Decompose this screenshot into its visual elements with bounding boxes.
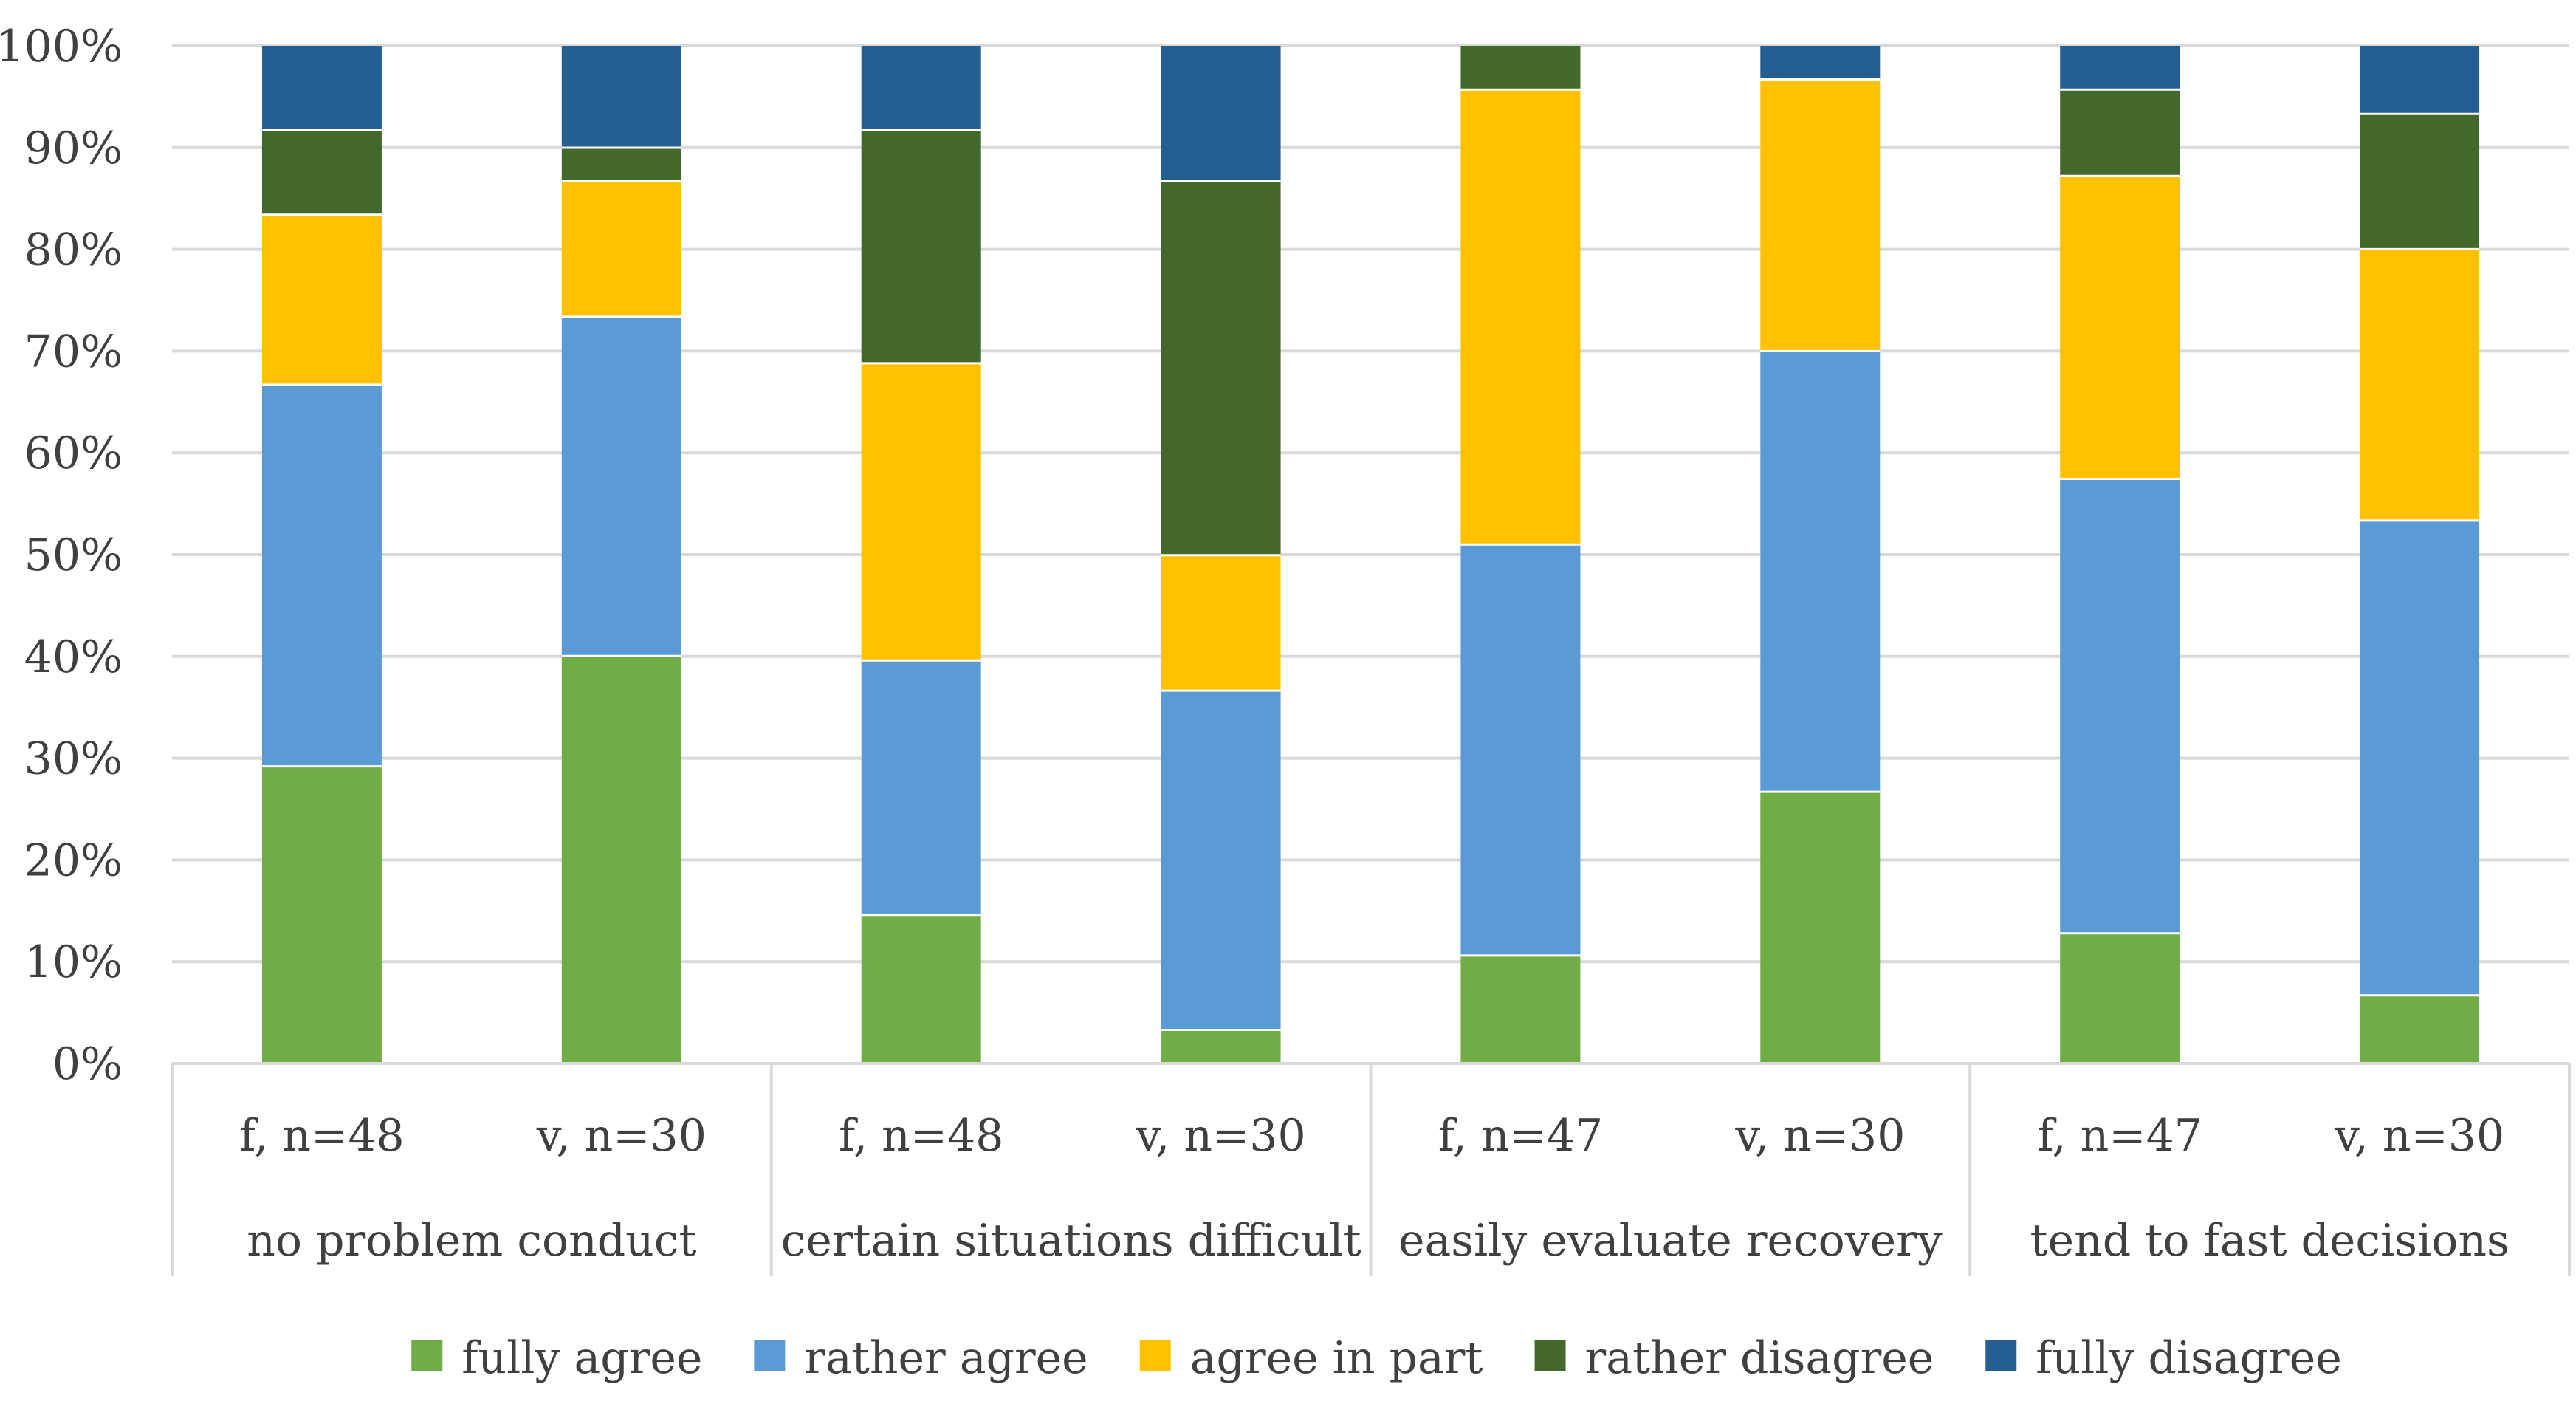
legend-swatch	[1985, 1340, 2017, 1371]
y-tick-label: 90%	[24, 123, 123, 174]
y-tick-label: 50%	[24, 530, 123, 581]
bar-segment	[1161, 46, 1281, 182]
gridlines	[172, 44, 2569, 964]
x-tick-label: f, n=47	[1438, 1110, 1603, 1162]
y-tick-label: 100%	[0, 21, 123, 72]
bar-segment	[1760, 79, 1881, 352]
bar-segment	[261, 214, 382, 385]
bar-segment	[861, 914, 981, 1063]
bar-segment	[2060, 479, 2180, 934]
bar-segment	[2360, 249, 2480, 521]
y-tick-label: 70%	[24, 326, 123, 377]
x-axis: f, n=48 v, n=30 f, n=48 v, n=30 f, n=47 v, n=…	[171, 1062, 2571, 1276]
y-tick-label: 20%	[24, 835, 123, 886]
group-label: easily evaluate recovery	[1398, 1215, 1943, 1267]
group-label: certain situations difficult	[781, 1215, 1361, 1267]
legend-item: rather agree	[754, 1332, 1088, 1384]
bar-segment	[1161, 181, 1281, 555]
bar-segment	[861, 46, 981, 131]
x-tick-label: f, n=48	[839, 1110, 1003, 1162]
bar-segment	[1760, 792, 1881, 1063]
bar-segment	[561, 181, 681, 317]
x-tick-label: v, n=30	[536, 1110, 707, 1162]
bar-segment	[1460, 955, 1581, 1063]
y-tick-label: 10%	[24, 936, 123, 988]
legend-item: agree in part	[1139, 1332, 1483, 1384]
bar-segment	[1460, 46, 1581, 90]
x-tick-label: v, n=30	[2334, 1110, 2504, 1162]
bar-segment	[2360, 46, 2480, 114]
y-axis: 0% 10% 20% 30% 40% 50% 60% 70% 80% 90% 100%	[0, 21, 123, 1090]
bar-segment	[261, 46, 382, 131]
bar-segment	[561, 656, 681, 1063]
legend: fully agree rather agree agree in part rath…	[411, 1332, 2342, 1384]
legend-label: agree in part	[1190, 1332, 1483, 1384]
bar-segment	[261, 130, 382, 215]
bar-segment	[261, 384, 382, 767]
legend-swatch	[411, 1340, 443, 1371]
bar-segment	[1460, 544, 1581, 956]
bar-segment	[861, 660, 981, 915]
bar-segment	[1161, 1030, 1281, 1063]
bar-segment	[1161, 691, 1281, 1030]
bar-segment	[261, 766, 382, 1063]
bar-segment	[861, 130, 981, 363]
legend-label: rather agree	[804, 1332, 1088, 1384]
x-tick-label: f, n=47	[2037, 1110, 2202, 1162]
x-tick-label: v, n=30	[1135, 1110, 1305, 1162]
bar-segment	[2360, 995, 2480, 1063]
bar-segment	[2060, 89, 2180, 177]
legend-label: fully disagree	[2036, 1332, 2341, 1384]
bar-segment	[1760, 351, 1881, 792]
y-tick-label: 30%	[24, 733, 123, 785]
legend-item: fully disagree	[1985, 1332, 2342, 1384]
bar-segment	[2360, 520, 2480, 996]
bar-segment	[861, 363, 981, 661]
bar-segment	[561, 46, 681, 148]
bar-segment	[1460, 89, 1581, 545]
bar-segment	[2060, 176, 2180, 479]
legend-label: fully agree	[461, 1332, 702, 1384]
bar-segment	[561, 147, 681, 182]
bar-segment	[1760, 46, 1881, 80]
legend-swatch	[1534, 1340, 1566, 1371]
legend-item: rather disagree	[1534, 1332, 1934, 1384]
bars	[261, 46, 2480, 1063]
legend-item: fully agree	[411, 1332, 702, 1384]
legend-label: rather disagree	[1585, 1332, 1934, 1384]
x-tick-label: v, n=30	[1734, 1110, 1905, 1162]
x-tick-label: f, n=48	[239, 1110, 404, 1162]
group-label: tend to fast decisions	[2030, 1215, 2510, 1267]
y-tick-label: 80%	[24, 225, 123, 276]
bar-segment	[2060, 46, 2180, 90]
y-tick-label: 0%	[52, 1038, 123, 1090]
y-tick-label: 60%	[24, 428, 123, 479]
bar-segment	[561, 316, 681, 657]
group-label: no problem conduct	[247, 1215, 696, 1267]
legend-swatch	[754, 1340, 786, 1371]
bar-segment	[2060, 933, 2180, 1063]
legend-swatch	[1139, 1340, 1171, 1371]
bar-segment	[1161, 555, 1281, 691]
y-tick-label: 40%	[24, 631, 123, 683]
bar-segment	[2360, 114, 2480, 250]
